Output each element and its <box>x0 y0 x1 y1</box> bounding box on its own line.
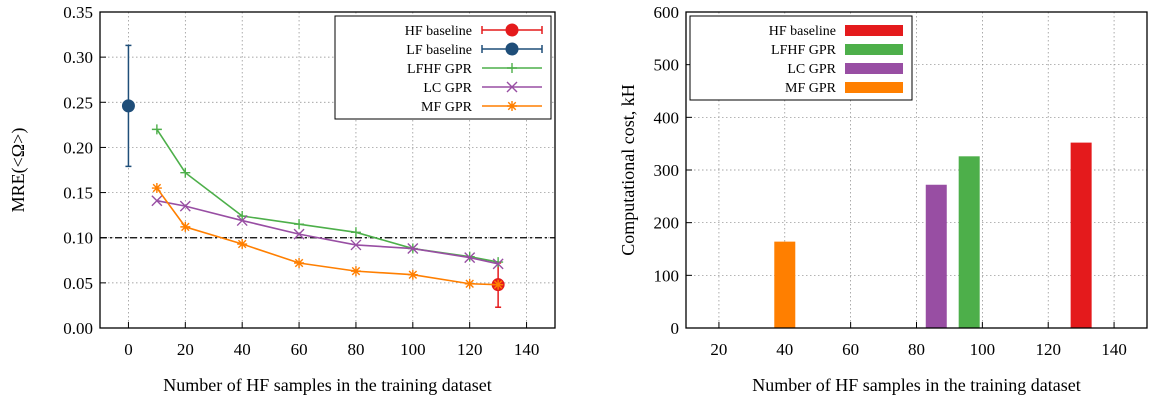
mre-x-tick-label: 120 <box>457 340 483 359</box>
cost-x-tick-label: 40 <box>776 340 793 359</box>
data-point-lc-gpr <box>407 243 419 255</box>
cost-tick-labels: 20 40 60 80 100 120 140 0 100 200 300 400 500 600 <box>654 3 1127 359</box>
bar-lfhf-gpr <box>958 156 980 328</box>
data-point-lfhf-gpr <box>151 124 162 135</box>
mre-x-tick-label: 60 <box>291 340 308 359</box>
bar-mf-gpr <box>774 241 796 328</box>
data-point-lfhf-gpr <box>237 211 248 222</box>
legend-label-lfhf-gpr: LFHF GPR <box>771 43 837 58</box>
cost-y-axis-title: Computational cost, kH <box>618 84 638 255</box>
mre-y-tick-label: 0.20 <box>63 138 93 157</box>
cost-y-tick-label: 500 <box>654 56 680 75</box>
mre-x-tick-label: 140 <box>514 340 540 359</box>
cost-y-tick-label: 300 <box>654 161 680 180</box>
cost-y-tick-label: 100 <box>654 266 680 285</box>
mre-x-axis-title: Number of HF samples in the training dat… <box>163 375 491 395</box>
legend-marker-lc-gpr <box>506 81 518 93</box>
legend-label-hf-baseline: HF baseline <box>769 24 836 39</box>
mre-series-group <box>121 44 505 308</box>
data-point-lfhf-gpr <box>294 219 305 230</box>
bar-lc-gpr <box>925 184 947 328</box>
mre-x-tick-label: 80 <box>347 340 364 359</box>
legend-label-mf-gpr: MF GPR <box>785 81 837 96</box>
cost-x-tick-label: 120 <box>1035 340 1061 359</box>
data-point-lc-gpr <box>492 258 504 270</box>
legend-label-lc-gpr: LC GPR <box>787 62 836 77</box>
legend-label-lc-gpr: LC GPR <box>423 81 472 96</box>
data-point-mf-gpr <box>464 278 475 289</box>
series-mf-gpr <box>151 183 504 290</box>
mre-legend: HF baseline LF baseline LFHF GPR LC GPR MF G… <box>334 15 552 120</box>
cost-x-axis-title: Number of HF samples in the training dat… <box>752 375 1080 395</box>
data-point-mf-gpr <box>407 269 418 280</box>
mre-y-tick-label: 0.10 <box>63 229 93 248</box>
mre-y-axis-title: MRE(<Ω>) <box>8 128 29 213</box>
mre-y-tick-label: 0.15 <box>63 184 93 203</box>
cost-y-tick-label: 600 <box>654 3 680 22</box>
mre-plot-frame <box>99 11 556 329</box>
cost-legend: HF baseline LFHF GPR LC GPR MF GPR <box>689 15 913 101</box>
series-line-lc-gpr <box>156 199 499 265</box>
mre-chart: 0 20 40 60 80 100 120 140 0.00 0.05 0.10 0.15 0.20 0.… <box>8 3 556 395</box>
data-point-lc-gpr <box>236 215 248 227</box>
data-point-lc-gpr <box>151 195 163 207</box>
series-lfhf-gpr <box>151 124 504 268</box>
data-point-lfhf-gpr <box>350 227 361 238</box>
series-line-mf-gpr <box>156 187 499 286</box>
legend-label-lf-baseline: LF baseline <box>406 43 472 58</box>
mre-y-tick-label: 0.05 <box>63 274 93 293</box>
legend-swatch-hf-baseline <box>845 25 903 36</box>
series-lc-gpr <box>151 195 504 270</box>
legend-swatch-lc-gpr <box>845 63 903 74</box>
data-point-mf-gpr <box>237 239 248 250</box>
legend-label-hf-baseline: HF baseline <box>405 24 472 39</box>
legend-swatch-lfhf-gpr <box>845 44 903 55</box>
cost-x-tick-label: 100 <box>970 340 996 359</box>
mre-tick-labels: 0 20 40 60 80 100 120 140 0.00 0.05 0.10 0.15 0.20 0.… <box>63 3 539 359</box>
cost-chart: 20 40 60 80 100 120 140 0 100 200 300 400 500 600 Num… <box>618 3 1148 395</box>
mre-x-tick-label: 0 <box>124 340 133 359</box>
cost-x-tick-label: 20 <box>710 340 727 359</box>
cost-y-tick-label: 200 <box>654 214 680 233</box>
legend-label-lfhf-gpr: LFHF GPR <box>407 62 473 77</box>
mre-x-tick-label: 100 <box>400 340 426 359</box>
data-point-mf-gpr <box>350 266 361 277</box>
legend-label-mf-gpr: MF GPR <box>421 100 473 115</box>
data-point-lfhf-gpr <box>180 167 191 178</box>
data-point-mf-gpr <box>294 257 305 268</box>
bar-hf-baseline <box>1070 142 1092 328</box>
mre-y-tick-label: 0.25 <box>63 93 93 112</box>
cost-y-tick-label: 400 <box>654 108 680 127</box>
cost-y-tick-label: 0 <box>671 319 680 338</box>
data-point-mf-gpr <box>180 221 191 232</box>
series-lf-baseline <box>121 44 135 168</box>
mre-y-tick-label: 0.00 <box>63 319 93 338</box>
legend-swatch-mf-gpr <box>845 82 903 93</box>
mre-y-tick-label: 0.35 <box>63 3 93 22</box>
data-point-mf-gpr <box>493 279 504 290</box>
legend-marker-lf-baseline <box>505 42 519 56</box>
mre-x-tick-label: 40 <box>234 340 251 359</box>
data-point-lfhf-gpr <box>493 257 504 268</box>
legend-marker-mf-gpr <box>507 101 517 111</box>
cost-x-tick-label: 80 <box>908 340 925 359</box>
legend-marker-lfhf-gpr <box>507 63 517 73</box>
legend-marker-hf-baseline <box>505 23 519 37</box>
cost-bars-group <box>774 142 1092 328</box>
series-line-lfhf-gpr <box>156 128 499 263</box>
data-point-lc-gpr <box>464 252 476 264</box>
cost-x-tick-label: 140 <box>1101 340 1127 359</box>
cost-plot-frame <box>685 11 1148 329</box>
data-point-lc-gpr <box>179 200 191 212</box>
mre-x-tick-label: 20 <box>177 340 194 359</box>
data-point-mf-gpr <box>151 183 162 194</box>
mre-y-tick-label: 0.30 <box>63 48 93 67</box>
data-point-lc-gpr <box>350 239 362 251</box>
cost-x-tick-label: 60 <box>842 340 859 359</box>
data-point-lf-baseline <box>121 99 135 113</box>
data-point-lc-gpr <box>293 228 305 240</box>
